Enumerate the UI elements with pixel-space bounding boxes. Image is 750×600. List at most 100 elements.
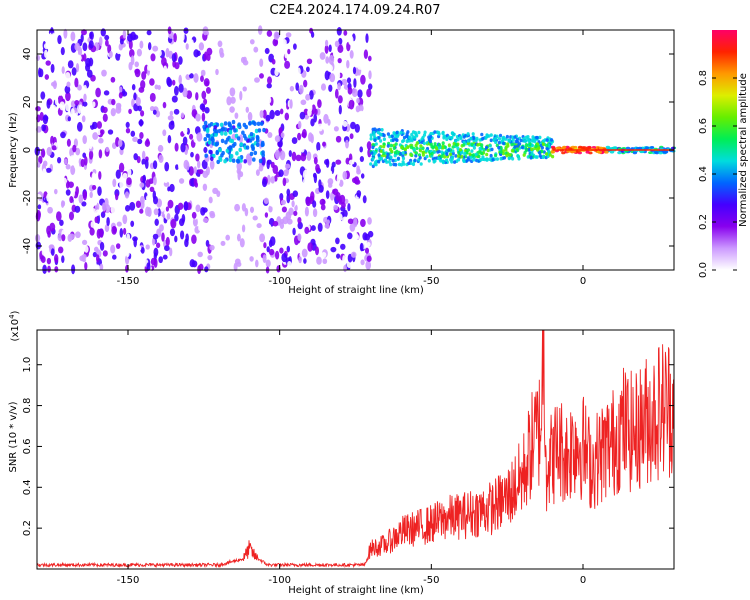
noise-cell bbox=[353, 78, 357, 88]
noise-cell bbox=[55, 68, 59, 77]
signal-cell bbox=[244, 136, 248, 141]
noise-cell bbox=[54, 254, 59, 263]
noise-cell bbox=[280, 236, 286, 245]
signal-band-cell bbox=[394, 142, 398, 146]
noise-cell bbox=[329, 73, 336, 83]
noise-cell bbox=[115, 243, 121, 249]
signal-band-cell bbox=[460, 151, 464, 155]
noise-cell bbox=[196, 132, 203, 142]
noise-cell bbox=[152, 176, 157, 186]
noise-cell bbox=[300, 153, 307, 162]
noise-cell bbox=[168, 120, 175, 130]
signal-band-cell bbox=[538, 153, 542, 158]
noise-cell bbox=[118, 92, 123, 99]
noise-cell bbox=[268, 205, 273, 213]
noise-cell bbox=[328, 44, 332, 53]
noise-cell bbox=[167, 115, 174, 121]
signal-band-cell bbox=[451, 145, 455, 149]
noise-cell bbox=[359, 242, 364, 252]
noise-cell bbox=[368, 70, 372, 80]
noise-cell bbox=[118, 43, 123, 51]
noise-cell bbox=[110, 76, 116, 83]
signal-band-cell bbox=[463, 151, 467, 156]
noise-cell bbox=[203, 146, 208, 154]
noise-cell bbox=[307, 109, 312, 117]
noise-cell bbox=[52, 104, 57, 114]
signal-band-cell bbox=[462, 135, 466, 139]
signal-band-cell bbox=[417, 153, 422, 157]
noise-cell bbox=[115, 193, 119, 201]
colorbar-ticks: 0.0 0.2 0.4 0.6 0.8 bbox=[698, 70, 737, 278]
noise-cell bbox=[153, 208, 159, 216]
noise-cell bbox=[297, 139, 304, 145]
noise-cell bbox=[203, 98, 208, 105]
signal-band-cell bbox=[437, 156, 441, 161]
x-tick-label: -150 bbox=[117, 276, 140, 287]
noise-cell bbox=[46, 146, 52, 156]
noise-cell bbox=[341, 78, 348, 86]
signal-band-cell bbox=[478, 138, 482, 142]
signal-band-cell bbox=[489, 138, 493, 143]
noise-cell bbox=[65, 164, 71, 170]
noise-cell bbox=[82, 101, 88, 107]
noise-cell bbox=[337, 260, 342, 270]
noise-cell bbox=[229, 87, 236, 97]
noise-cell bbox=[185, 161, 190, 171]
signal-band-cell bbox=[516, 154, 520, 158]
signal-band-cell bbox=[386, 152, 390, 157]
signal-cell bbox=[233, 141, 237, 147]
colorbar-tick-label: 0.8 bbox=[698, 70, 709, 86]
noise-cell bbox=[255, 259, 259, 268]
signal-band-cell bbox=[490, 147, 494, 152]
noise-cell bbox=[206, 47, 213, 56]
snr-panel: -150 -100 -50 0 0.2 0.4 0.6 0.8 1.0 Height of s… bbox=[8, 310, 675, 596]
noise-cell bbox=[364, 125, 370, 134]
signal-band-cell bbox=[389, 155, 393, 160]
noise-cell bbox=[342, 59, 346, 68]
noise-cell bbox=[186, 66, 192, 75]
signal-band-cell bbox=[415, 141, 419, 145]
y-tick-label: 20 bbox=[22, 96, 33, 109]
noise-cell bbox=[57, 156, 62, 164]
noise-cell bbox=[254, 77, 260, 83]
carrier-cell bbox=[658, 151, 663, 155]
noise-cell bbox=[325, 190, 330, 199]
signal-band-cell bbox=[497, 137, 502, 141]
noise-cell bbox=[169, 247, 173, 257]
noise-cell bbox=[134, 168, 141, 179]
noise-cell bbox=[107, 129, 114, 135]
noise-cell bbox=[320, 204, 326, 211]
carrier-cell bbox=[604, 150, 609, 154]
noise-cell bbox=[135, 97, 141, 106]
noise-cell bbox=[269, 200, 275, 207]
noise-cell bbox=[245, 153, 252, 164]
noise-cell bbox=[167, 186, 171, 192]
noise-cell bbox=[88, 118, 93, 126]
noise-cell bbox=[157, 144, 164, 153]
noise-cell bbox=[344, 198, 349, 204]
noise-cell bbox=[287, 261, 292, 267]
noise-cell bbox=[133, 153, 138, 161]
noise-cell bbox=[314, 108, 318, 115]
noise-cell bbox=[78, 236, 84, 246]
signal-band-cell bbox=[534, 144, 538, 149]
noise-cell bbox=[252, 215, 258, 221]
signal-band-cell bbox=[417, 130, 421, 135]
carrier-cell bbox=[550, 150, 555, 154]
noise-cell bbox=[68, 211, 75, 221]
noise-cell bbox=[49, 222, 56, 232]
signal-band-cell bbox=[523, 139, 528, 143]
signal-band-cell bbox=[470, 142, 474, 146]
signal-band-cell bbox=[518, 142, 522, 146]
noise-cell bbox=[42, 114, 49, 125]
signal-band-cell bbox=[440, 154, 444, 159]
signal-band-cell bbox=[407, 161, 411, 166]
noise-cell bbox=[352, 66, 357, 75]
noise-cell bbox=[139, 229, 146, 236]
noise-cell bbox=[131, 114, 136, 123]
noise-cell bbox=[209, 159, 215, 170]
noise-cell bbox=[282, 177, 287, 187]
noise-cell bbox=[128, 246, 134, 254]
noise-cell bbox=[284, 60, 291, 69]
carrier-cell bbox=[585, 150, 590, 154]
